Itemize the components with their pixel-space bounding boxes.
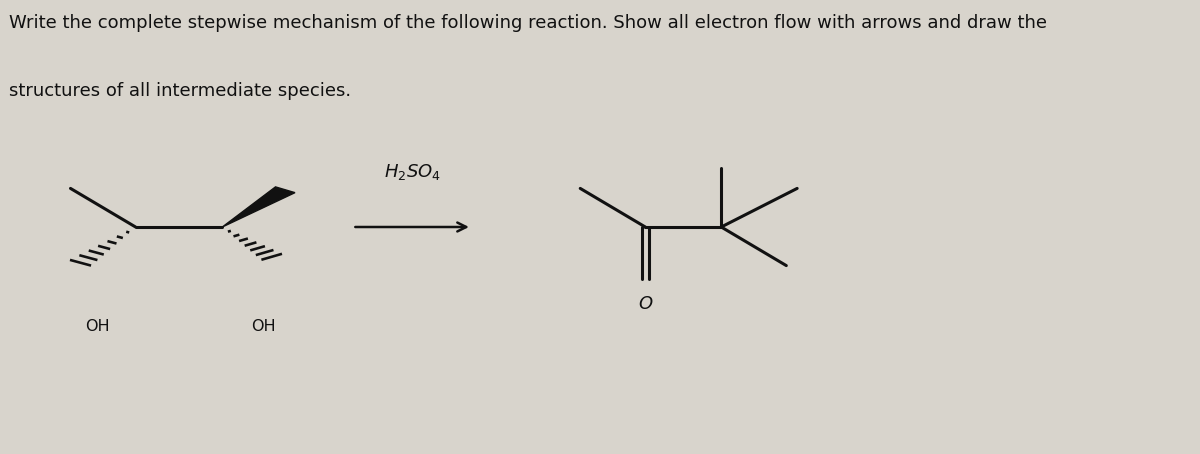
Text: structures of all intermediate species.: structures of all intermediate species. — [8, 82, 350, 100]
Text: OH: OH — [85, 319, 110, 335]
Text: H$_2$SO$_4$: H$_2$SO$_4$ — [384, 162, 440, 182]
Text: OH: OH — [251, 319, 276, 335]
Text: Write the complete stepwise mechanism of the following reaction. Show all electr: Write the complete stepwise mechanism of… — [8, 14, 1046, 32]
Polygon shape — [222, 187, 295, 227]
Text: O: O — [638, 295, 653, 313]
